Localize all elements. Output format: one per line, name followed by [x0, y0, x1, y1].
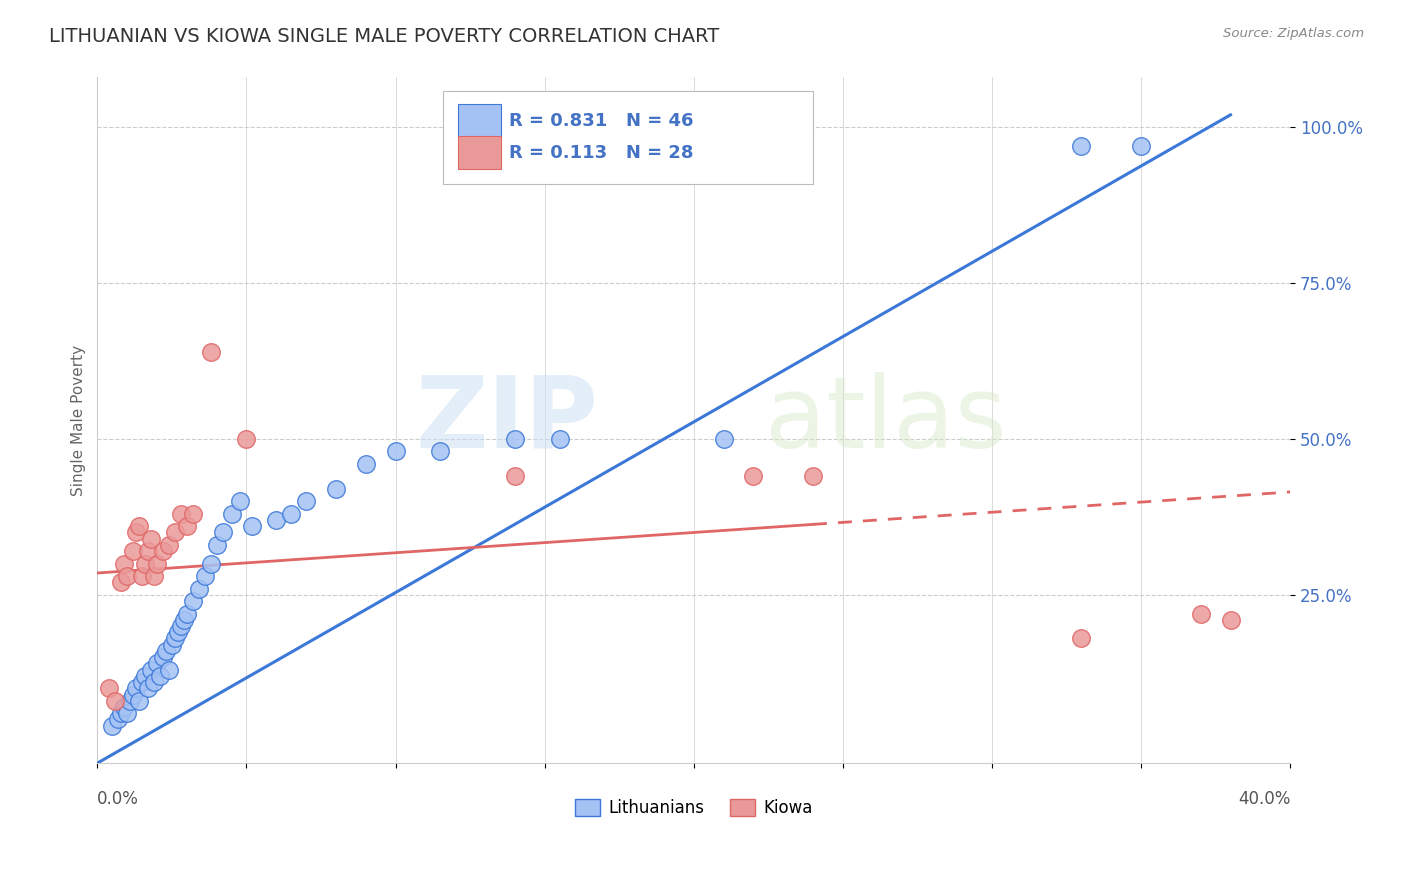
Point [205, 538, 228, 552]
Point [110, 575, 132, 590]
Point [104, 694, 127, 708]
Point [176, 607, 198, 621]
Point [139, 532, 162, 546]
Point [503, 432, 526, 446]
Point [295, 494, 318, 508]
Text: R = 0.831   N = 46: R = 0.831 N = 46 [509, 112, 693, 129]
Point [157, 538, 180, 552]
Point [280, 507, 302, 521]
Point [136, 544, 159, 558]
FancyBboxPatch shape [457, 136, 501, 169]
Point [149, 669, 172, 683]
Point [143, 569, 166, 583]
Point [187, 582, 209, 596]
Point [176, 519, 198, 533]
Point [235, 432, 257, 446]
Point [107, 713, 129, 727]
Point [170, 619, 193, 633]
Point [146, 657, 169, 671]
Point [157, 663, 180, 677]
Point [181, 507, 204, 521]
Point [170, 507, 193, 521]
Text: 0.0%: 0.0% [97, 790, 139, 808]
Point [128, 519, 150, 533]
Text: Source: ZipAtlas.com: Source: ZipAtlas.com [1223, 27, 1364, 40]
Point [128, 694, 150, 708]
Point [181, 594, 204, 608]
Point [548, 432, 571, 446]
Point [200, 344, 222, 359]
Text: atlas: atlas [765, 372, 1007, 469]
Point [167, 625, 190, 640]
Point [1070, 139, 1092, 153]
Point [152, 650, 174, 665]
Point [160, 638, 183, 652]
Point [325, 482, 347, 496]
Point [384, 444, 406, 458]
Point [1189, 607, 1212, 621]
Point [120, 694, 142, 708]
Text: ZIP: ZIP [415, 372, 599, 469]
Point [1130, 139, 1153, 153]
Point [163, 525, 186, 540]
Point [742, 469, 765, 483]
Point [200, 557, 222, 571]
FancyBboxPatch shape [443, 91, 813, 184]
Y-axis label: Single Male Poverty: Single Male Poverty [72, 344, 86, 496]
Point [163, 632, 186, 646]
Point [801, 469, 824, 483]
Point [112, 700, 135, 714]
Point [242, 519, 264, 533]
Point [134, 557, 156, 571]
Point [152, 544, 174, 558]
Point [503, 469, 526, 483]
Point [139, 663, 162, 677]
Point [131, 675, 153, 690]
Point [131, 569, 153, 583]
Point [112, 557, 135, 571]
Text: LITHUANIAN VS KIOWA SINGLE MALE POVERTY CORRELATION CHART: LITHUANIAN VS KIOWA SINGLE MALE POVERTY … [49, 27, 720, 45]
Point [429, 444, 451, 458]
Point [194, 569, 217, 583]
Point [211, 525, 233, 540]
Point [146, 557, 169, 571]
Point [229, 494, 252, 508]
Point [101, 719, 124, 733]
Point [122, 688, 145, 702]
Point [264, 513, 287, 527]
Point [110, 706, 132, 721]
Point [155, 644, 177, 658]
Text: 40.0%: 40.0% [1237, 790, 1291, 808]
FancyBboxPatch shape [457, 104, 501, 137]
Point [1219, 613, 1241, 627]
Point [115, 706, 138, 721]
Point [98, 681, 121, 696]
Point [221, 507, 243, 521]
Point [115, 569, 138, 583]
Text: R = 0.113   N = 28: R = 0.113 N = 28 [509, 144, 693, 161]
Point [125, 681, 148, 696]
Point [173, 613, 195, 627]
Legend: Lithuanians, Kiowa: Lithuanians, Kiowa [568, 792, 818, 823]
Point [1070, 632, 1092, 646]
Point [134, 669, 156, 683]
Point [143, 675, 166, 690]
Point [136, 681, 159, 696]
Point [354, 457, 377, 471]
Point [125, 525, 148, 540]
Point [122, 544, 145, 558]
Point [713, 432, 735, 446]
